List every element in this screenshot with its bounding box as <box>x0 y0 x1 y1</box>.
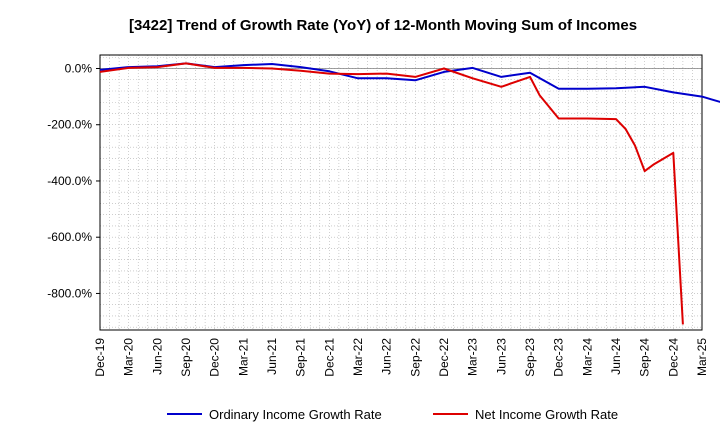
x-tick-label: Mar-24 <box>580 338 594 376</box>
chart-title: [3422] Trend of Growth Rate (YoY) of 12-… <box>129 17 637 34</box>
y-tick-label: -600.0% <box>47 230 92 244</box>
grid <box>100 55 702 330</box>
y-tick-label: -800.0% <box>47 286 92 300</box>
y-tick-label: -400.0% <box>47 174 92 188</box>
x-tick-label: Dec-24 <box>666 338 680 377</box>
x-tick-label: Dec-19 <box>93 338 107 377</box>
x-tick-label: Sep-22 <box>408 338 422 377</box>
x-tick-label: Jun-22 <box>380 338 394 375</box>
x-tick-label: Jun-21 <box>265 338 279 375</box>
series-line-net-income <box>99 62 684 325</box>
x-tick-label: Dec-21 <box>322 338 336 377</box>
plot-frame <box>99 54 703 331</box>
y-tick-label: 0.0% <box>65 61 93 75</box>
x-tick-label: Dec-22 <box>437 338 451 377</box>
x-tick-label: Dec-20 <box>208 338 222 377</box>
y-tick-label: -200.0% <box>47 118 92 132</box>
x-tick-label: Sep-21 <box>294 338 308 377</box>
x-tick-label: Jun-23 <box>494 338 508 375</box>
x-tick-label: Mar-25 <box>695 338 709 376</box>
x-tick-label: Sep-23 <box>523 338 537 377</box>
x-tick-label: Jun-20 <box>150 338 164 375</box>
series-line-ordinary-income <box>99 62 720 103</box>
x-tick-label: Jun-24 <box>609 338 623 375</box>
legend: Ordinary Income Growth Rate Net Income G… <box>167 407 618 422</box>
x-tick-label: Mar-21 <box>236 338 250 376</box>
x-tick-label: Mar-22 <box>351 338 365 376</box>
x-axis-ticks: Dec-19 Mar-20 Jun-20 Sep-20 Dec-20 Mar-21 Jun-… <box>93 338 709 377</box>
legend-label-net: Net Income Growth Rate <box>475 407 618 422</box>
y-axis-ticks: 0.0% -200.0% -400.0% -600.0% -800.0% <box>47 61 100 300</box>
series-lines <box>99 62 720 325</box>
x-tick-label: Sep-24 <box>638 338 652 377</box>
x-tick-label: Mar-23 <box>466 338 480 376</box>
x-tick-label: Dec-23 <box>552 338 566 377</box>
legend-label-ordinary: Ordinary Income Growth Rate <box>209 407 382 422</box>
x-tick-label: Sep-20 <box>179 338 193 377</box>
x-tick-label: Mar-20 <box>122 338 136 376</box>
